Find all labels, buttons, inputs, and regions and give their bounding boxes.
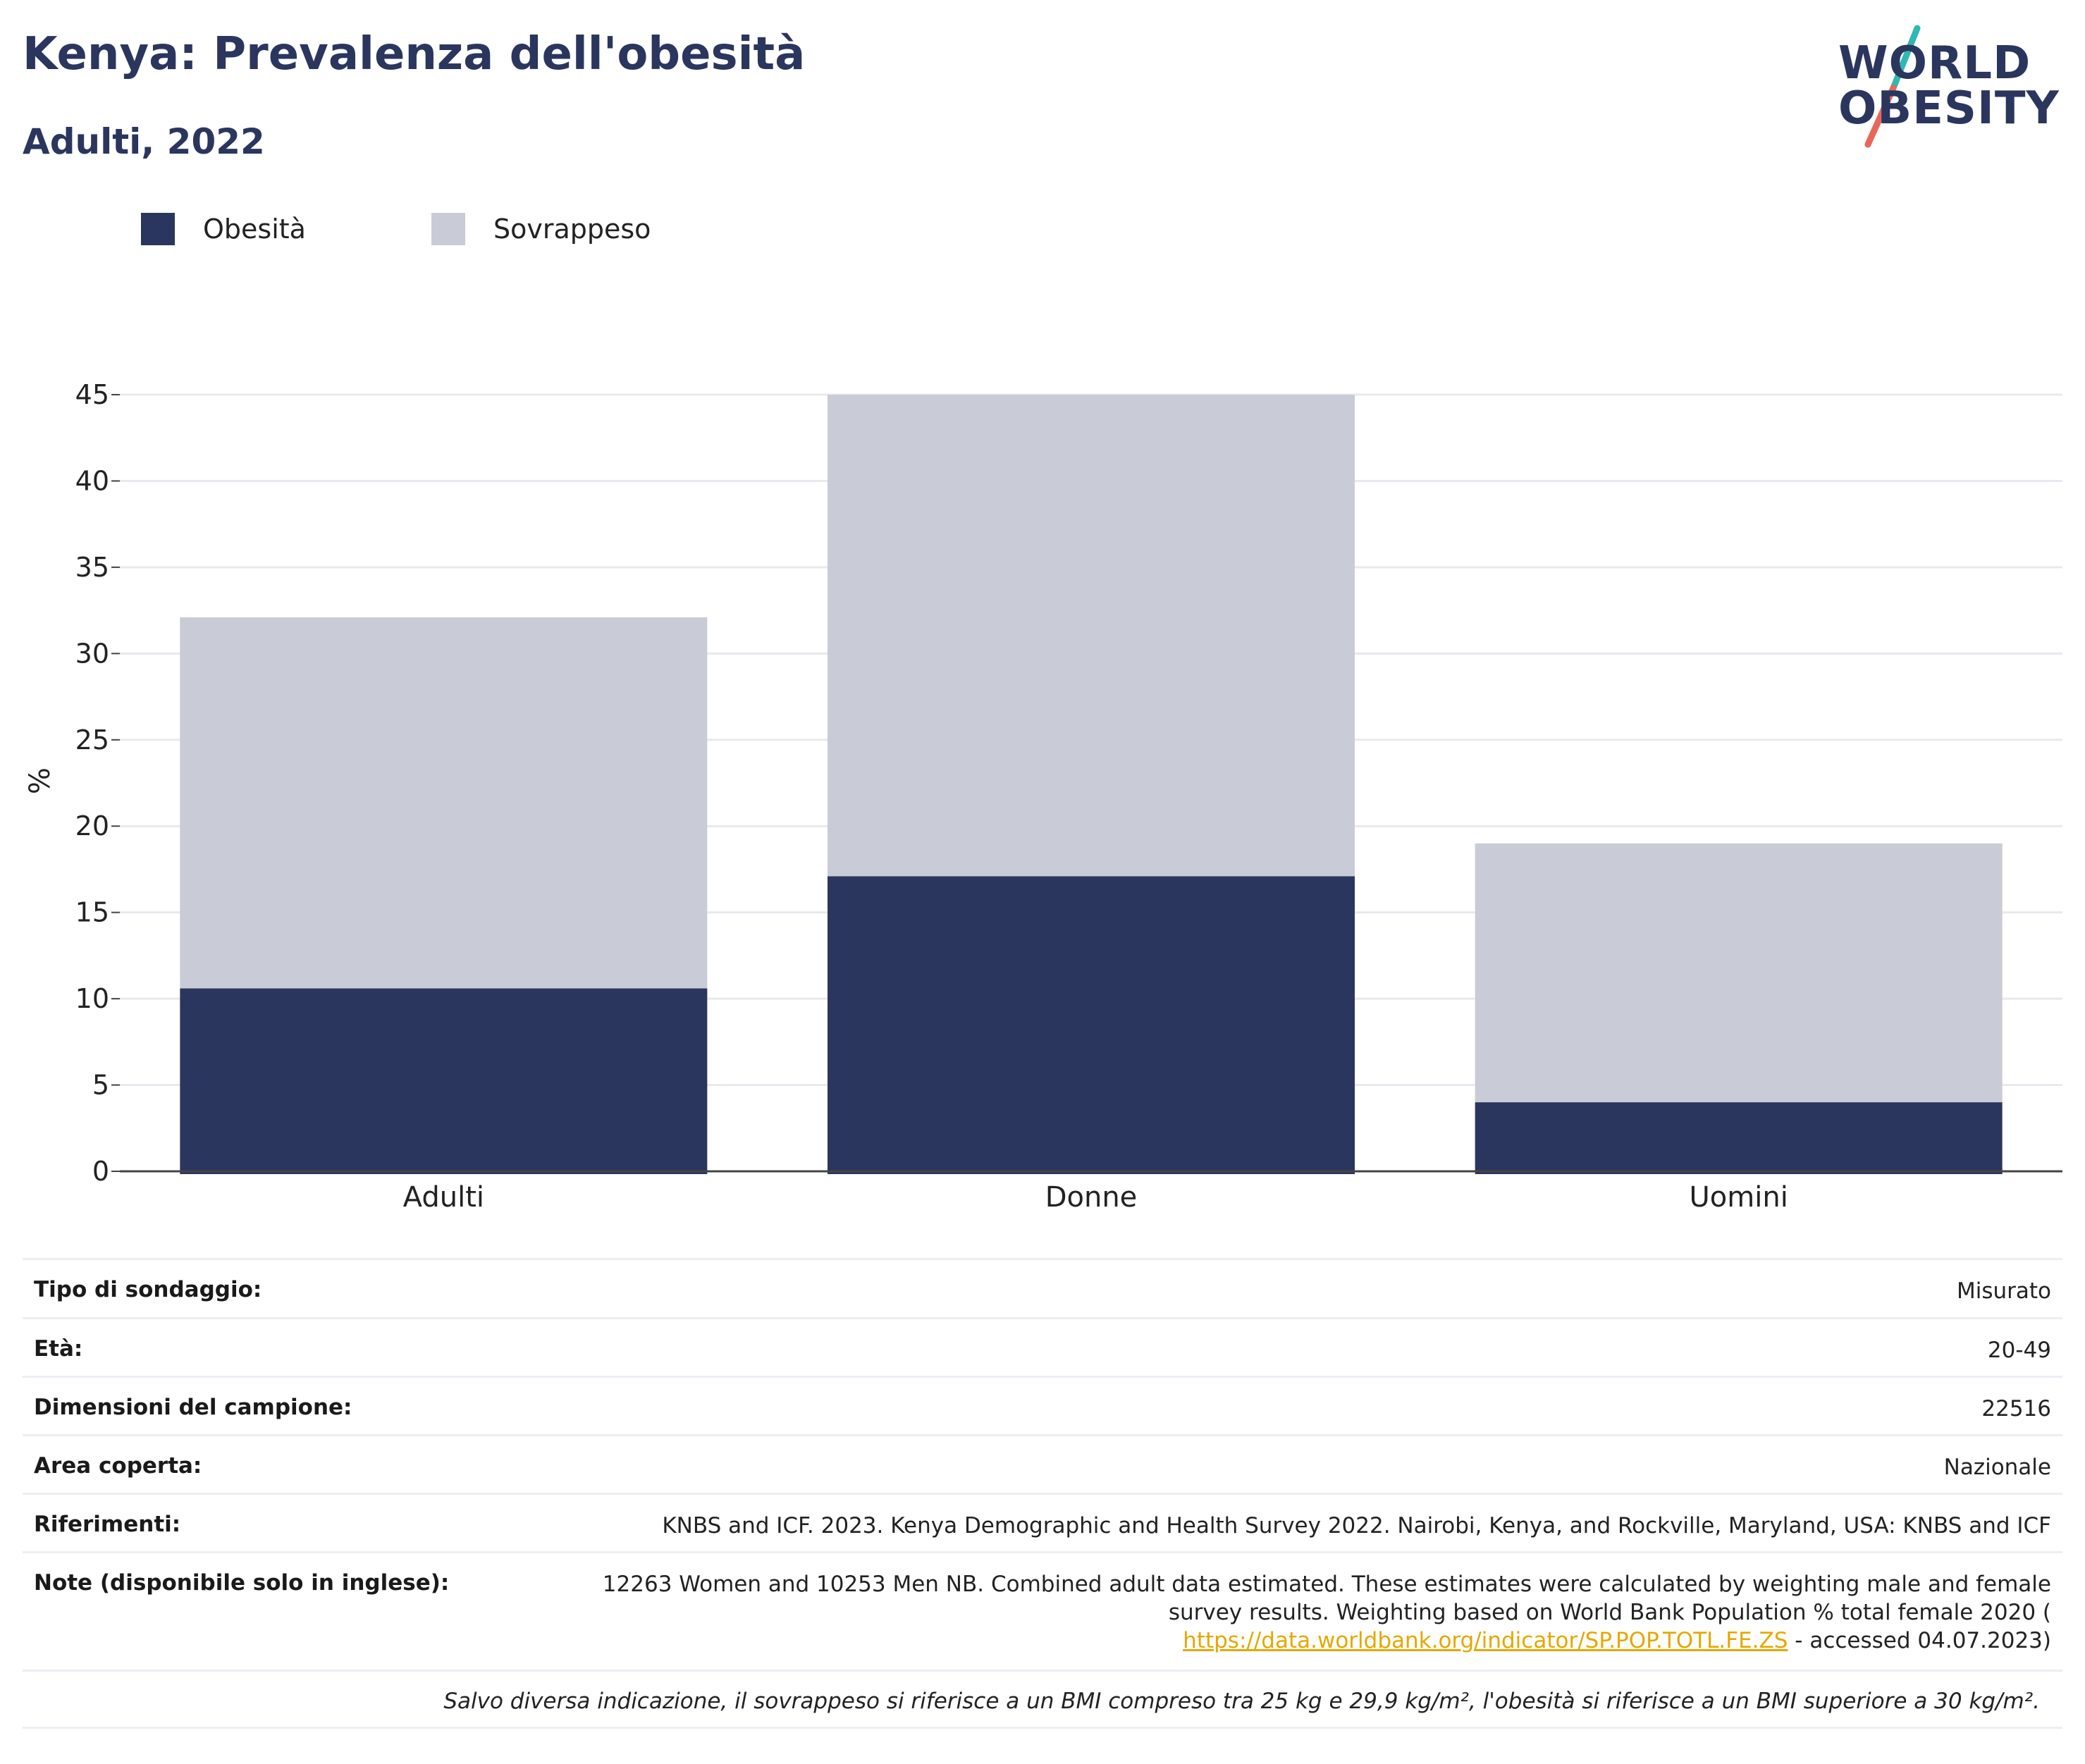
legend-label-overweight: Sovrappeso <box>493 214 651 245</box>
stacked-bar-chart: 0 5 10 15 20 25 30 35 40 45 Adulti Donne Uomini <box>75 379 2062 1214</box>
survey-info-table: Tipo di sondaggio: Misurato Età: 20-49 D… <box>23 1258 2062 1729</box>
info-key-survey-type: Tipo di sondaggio: <box>34 1277 262 1302</box>
legend-swatch-obesity <box>141 213 175 245</box>
info-value-survey-type: Misurato <box>1956 1278 2051 1304</box>
info-row-area: Area coperta: Nazionale <box>23 1434 2062 1493</box>
bar-uomini-obesity <box>1475 1102 2003 1174</box>
x-tick-label-adulti: Adulti <box>403 1181 484 1214</box>
legend-item-obesity[interactable]: Obesità <box>141 211 306 247</box>
info-value-references: KNBS and ICF. 2023. Kenya Demographic an… <box>662 1513 2051 1538</box>
info-value-notes: 12263 Women and 10253 Men NB. Combined a… <box>603 1570 2051 1655</box>
info-row-survey-type: Tipo di sondaggio: Misurato <box>23 1258 2062 1317</box>
info-row-footnote: Salvo diversa indicazione, il sovrappeso… <box>23 1670 2062 1729</box>
y-tick-label-30: 30 <box>75 638 109 669</box>
bar-uomini-overweight <box>1475 843 2003 1103</box>
logo-text-obesity: OBESITY <box>1838 82 2060 135</box>
bar-donne-overweight <box>828 395 1355 877</box>
bar-adulti-obesity <box>180 988 708 1174</box>
info-row-age: Età: 20-49 <box>23 1317 2062 1376</box>
x-tick-label-donne: Donne <box>1045 1181 1138 1214</box>
info-key-sample-size: Dimensioni del campione: <box>34 1395 352 1420</box>
legend-swatch-overweight <box>431 213 465 245</box>
legend-item-overweight[interactable]: Sovrappeso <box>431 211 651 247</box>
info-key-area: Area coperta: <box>34 1453 202 1479</box>
y-tick-label-20: 20 <box>75 810 109 841</box>
info-row-notes: Note (disponibile solo in inglese): 1226… <box>23 1551 2062 1670</box>
y-tick-label-25: 25 <box>75 724 109 755</box>
x-tick-label-uomini: Uomini <box>1690 1181 1788 1214</box>
world-obesity-logo: WORLD OBESITY <box>1833 21 2072 148</box>
bar-adulti-overweight <box>180 617 708 989</box>
info-key-notes: Note (disponibile solo in inglese): <box>34 1570 450 1596</box>
info-value-area: Nazionale <box>1943 1455 2051 1480</box>
info-row-references: Riferimenti: KNBS and ICF. 2023. Kenya D… <box>23 1493 2062 1551</box>
info-value-sample-size: 22516 <box>1981 1396 2051 1421</box>
info-key-references: Riferimenti: <box>34 1512 181 1537</box>
y-tick-label-5: 5 <box>92 1070 109 1101</box>
info-row-sample-size: Dimensioni del campione: 22516 <box>23 1376 2062 1434</box>
bar-donne-obesity <box>828 876 1355 1174</box>
y-tick-label-35: 35 <box>75 552 109 583</box>
info-key-age: Età: <box>34 1336 83 1362</box>
notes-line-1: 12263 Women and 10253 Men NB. Combined a… <box>602 1572 2051 1597</box>
legend-label-obesity: Obesità <box>203 214 306 245</box>
y-tick-label-0: 0 <box>92 1156 109 1187</box>
logo-slash-icon <box>1864 25 1921 148</box>
info-value-age: 20-49 <box>1987 1338 2051 1363</box>
y-tick-label-10: 10 <box>75 983 109 1014</box>
page-title: Kenya: Prevalenza dell'obesità <box>23 28 806 80</box>
worldbank-link[interactable]: https://data.worldbank.org/indicator/SP.… <box>1183 1628 1788 1653</box>
notes-accessed: - accessed 04.07.2023) <box>1788 1628 2051 1653</box>
notes-line-3: https://data.worldbank.org/indicator/SP.… <box>603 1627 2051 1655</box>
notes-line-2: survey results. Weighting based on World… <box>1168 1600 2051 1625</box>
y-tick-label-45: 45 <box>75 379 109 410</box>
page-subtitle: Adulti, 2022 <box>23 121 265 162</box>
logo-text-world: WORLD <box>1838 37 2031 90</box>
bmi-footnote: Salvo diversa indicazione, il sovrappeso… <box>443 1689 2040 1714</box>
y-tick-label-15: 15 <box>75 897 109 928</box>
y-tick-label-40: 40 <box>75 465 109 496</box>
